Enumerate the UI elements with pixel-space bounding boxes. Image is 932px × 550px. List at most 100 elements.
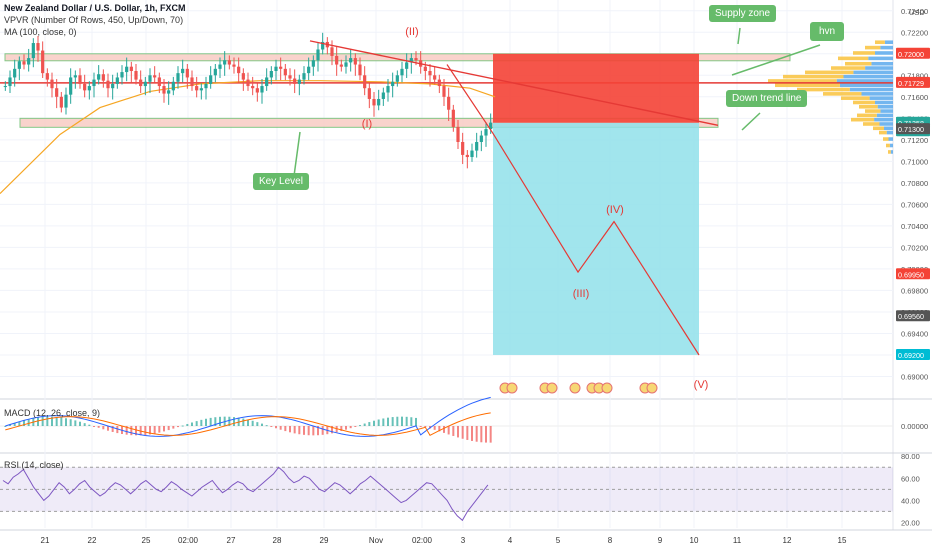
x-tick-label: 3 <box>461 536 466 545</box>
macd-histogram-bar <box>270 426 273 427</box>
x-tick-label: 12 <box>783 536 792 545</box>
y-tick-label: 0.70800 <box>901 179 928 188</box>
macd-histogram-bar <box>144 426 147 435</box>
candle-body <box>176 73 180 82</box>
candle-body <box>41 50 45 74</box>
price-axis-badge-label: 0.71300 <box>898 125 924 134</box>
candle-body <box>45 73 49 80</box>
candle-body <box>148 75 152 82</box>
volume-profile-bar <box>849 87 893 92</box>
macd-histogram-bar <box>279 426 282 430</box>
macd-histogram-bar <box>214 417 217 426</box>
volume-profile-bar <box>853 51 875 55</box>
macd-histogram-bar <box>172 426 175 429</box>
candle-body <box>129 66 133 71</box>
ma-indicator-label[interactable]: MA (100, close, 0) <box>4 27 77 37</box>
macd-histogram-bar <box>321 426 324 435</box>
candle-body <box>246 79 250 87</box>
elliott-wave-label: (IV) <box>606 204 624 216</box>
candle-body <box>386 86 390 93</box>
candle-body <box>115 77 119 84</box>
vpvr-indicator-label[interactable]: VPVR (Number Of Rows, 450, Up/Down, 70) <box>4 15 184 25</box>
candle-body <box>339 64 343 67</box>
candle-body <box>111 83 115 89</box>
supply-zone <box>4 53 791 62</box>
macd-indicator-label[interactable]: MACD (12, 26, close, 9) <box>4 408 101 418</box>
candle-body <box>17 61 21 69</box>
price-axis-badge-label: 0.72000 <box>898 50 924 59</box>
price-axis-badge-label: 0.69950 <box>898 270 924 279</box>
macd-histogram-bar <box>125 426 128 435</box>
rsi-tick-label: 20.00 <box>901 518 920 527</box>
x-tick-label: 11 <box>733 536 742 545</box>
macd-histogram-bar <box>60 417 63 426</box>
macd-histogram-bar <box>433 426 436 430</box>
volume-profile-bar <box>871 61 893 66</box>
y-tick-label: 0.71000 <box>901 157 928 166</box>
x-tick-label: 28 <box>273 536 282 545</box>
candle-body <box>288 75 292 79</box>
hvn-callout: hvn <box>810 22 845 41</box>
volume-profile-bar <box>876 113 893 118</box>
macd-histogram-bar <box>471 426 473 441</box>
volume-profile-bar <box>853 70 893 75</box>
macd-histogram-bar <box>368 422 371 426</box>
x-tick-label: 02:00 <box>412 536 433 545</box>
macd-histogram-bar <box>242 418 245 426</box>
candle-body <box>13 68 17 78</box>
macd-histogram-bar <box>312 426 315 436</box>
callout-pointer <box>293 131 301 177</box>
macd-histogram-bar <box>349 426 352 429</box>
macd-tick-label: 0.00000 <box>901 422 928 431</box>
macd-line <box>5 396 491 437</box>
y-tick-label: 0.70600 <box>901 200 928 209</box>
candle-body <box>218 64 222 69</box>
volume-profile-bar <box>874 117 893 122</box>
macd-histogram-bar <box>466 426 469 440</box>
candle-body <box>106 80 110 89</box>
volume-profile-bar <box>865 45 881 50</box>
price-axis-badge <box>896 348 930 360</box>
candle-body <box>3 86 7 88</box>
volume-profile-bar <box>861 92 893 96</box>
macd-histogram-bar <box>158 426 161 433</box>
volume-profile-bar <box>851 117 875 122</box>
candle-body <box>125 66 129 73</box>
elliott-wave-label: (III) <box>573 288 590 300</box>
candle-body <box>64 94 68 108</box>
elliott-wave-label: (II) <box>405 26 418 38</box>
rsi-tick-label: 80.00 <box>901 452 920 461</box>
candle-body <box>400 68 404 76</box>
price-axis-badge <box>896 76 930 88</box>
candle-body <box>36 43 40 51</box>
macd-histogram-bar <box>363 423 366 426</box>
macd-histogram-bar <box>480 426 483 443</box>
macd-histogram-bar <box>345 426 347 430</box>
macd-histogram-bar <box>209 417 212 426</box>
economic-event-icon <box>569 382 581 394</box>
price-axis-badge <box>896 268 930 280</box>
volume-profile-bar <box>884 40 893 45</box>
price-axis-badge-label: 0.69200 <box>898 351 924 360</box>
macd-histogram-bar <box>149 426 151 435</box>
macd-signal-line <box>5 412 491 436</box>
macd-histogram-bar <box>107 426 109 431</box>
volume-profile-bar <box>843 74 893 79</box>
macd-histogram-bar <box>261 423 263 426</box>
candle-body <box>335 55 339 65</box>
price-axis-badge-label: 0.71729 <box>898 79 924 88</box>
candle-body <box>321 41 325 50</box>
down-trend-line-callout: Down trend line <box>726 90 808 107</box>
macd-histogram-bar <box>27 419 30 426</box>
callout-pointer <box>741 112 761 131</box>
economic-event-icon <box>546 382 558 394</box>
rsi-indicator-label[interactable]: RSI (14, close) <box>4 460 64 470</box>
macd-histogram-bar <box>382 418 385 426</box>
macd-histogram-bar <box>452 426 455 436</box>
y-tick-label: 0.69400 <box>901 329 928 338</box>
macd-histogram-bar <box>419 426 422 427</box>
candle-body <box>78 75 82 84</box>
candle-body <box>428 70 432 76</box>
macd-histogram-bar <box>405 416 408 426</box>
